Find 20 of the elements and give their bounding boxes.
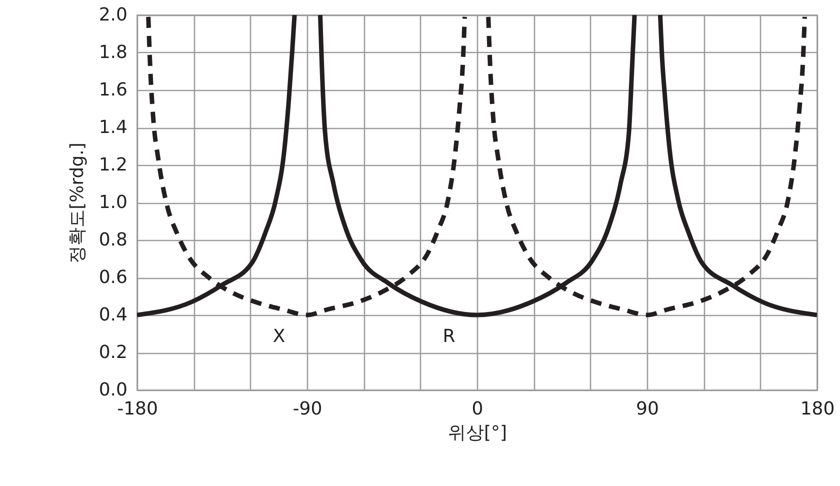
series-label: R [442,326,456,347]
y-tick-label: 1.2 [98,154,128,176]
series-label: X [272,326,286,347]
x-axis-title: 위상[°] [448,422,508,444]
x-tick-label: 180 [800,398,835,420]
y-tick-label: 1.0 [98,192,128,213]
y-tick-label: 0.2 [98,342,128,363]
x-tick-label: 0 [472,398,484,420]
x-tick-label: -180 [117,398,158,420]
y-axis-title: 정확도[%rdg.] [66,142,88,264]
y-tick-label: 0.4 [98,304,128,326]
y-tick-label: 0.8 [98,230,128,250]
y-tick-label: 2.0 [98,4,128,26]
y-tick-label: 0.6 [98,267,128,288]
y-tick-label: 1.8 [98,42,128,63]
y-tick-label: 1.4 [98,117,128,138]
x-tick-label: 90 [636,398,659,420]
x-tick-label: -90 [292,398,322,420]
y-tick-label: 1.6 [98,80,128,100]
y-tick-label: 0.0 [98,380,128,400]
